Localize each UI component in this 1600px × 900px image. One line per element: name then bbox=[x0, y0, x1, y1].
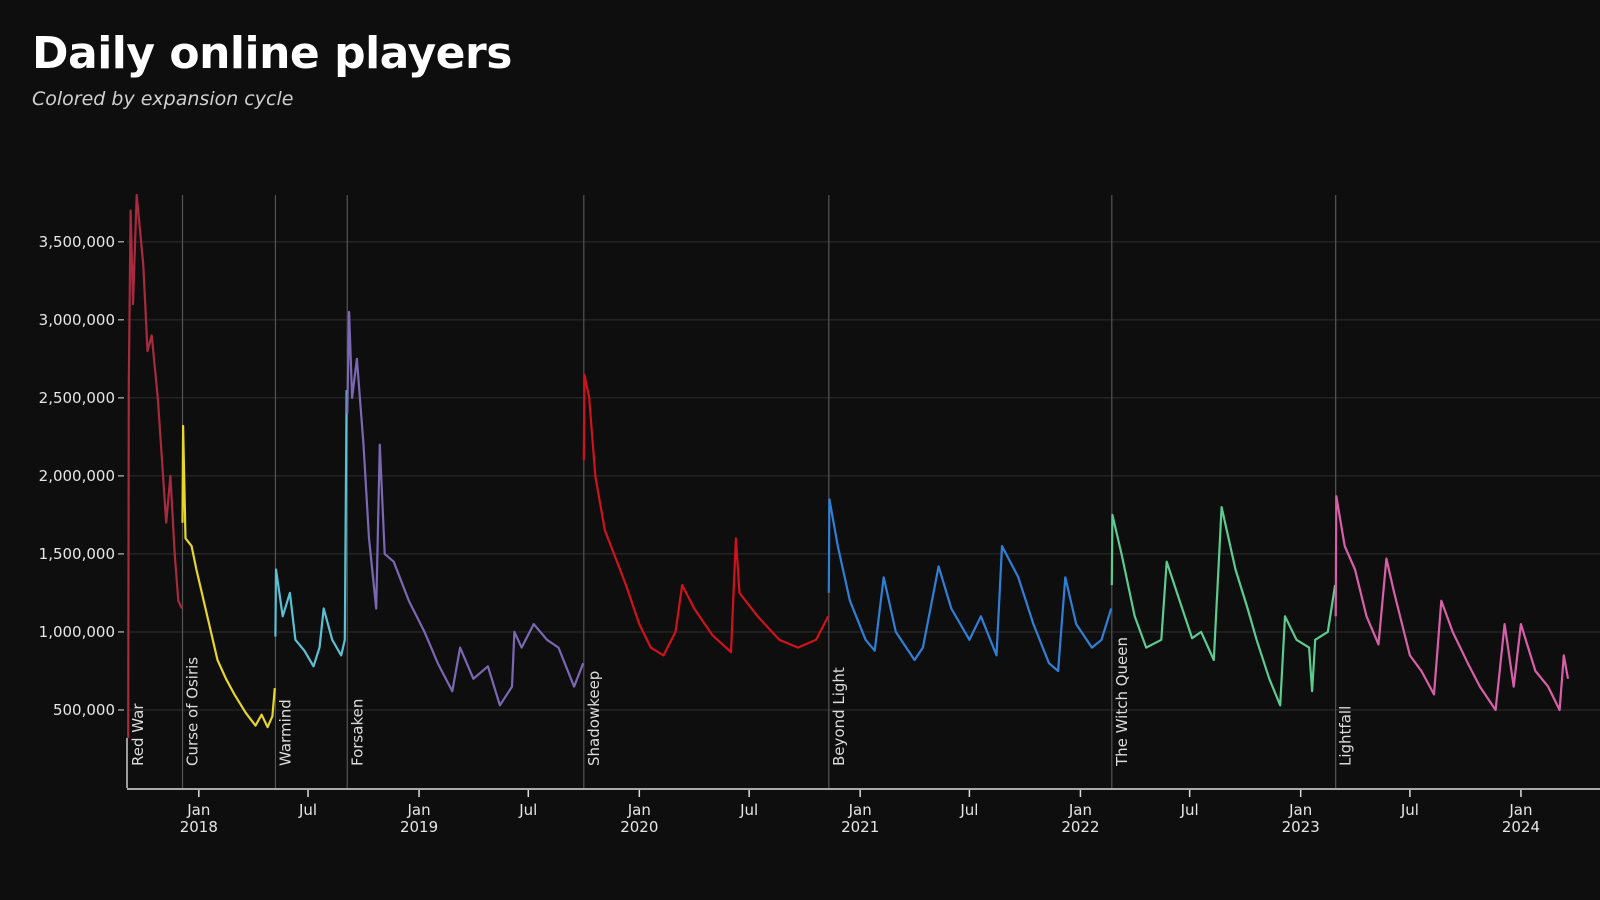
chart-subtitle: Colored by expansion cycle bbox=[32, 88, 294, 110]
expansion-label: The Witch Queen bbox=[1113, 637, 1131, 767]
y-tick-label: 1,000,000 bbox=[39, 623, 115, 641]
series-line-forsaken bbox=[346, 310, 585, 707]
x-tick-year-label: 2020 bbox=[620, 818, 658, 836]
y-tick-label: 2,500,000 bbox=[39, 389, 115, 407]
x-tick-label: Jul bbox=[1400, 801, 1419, 819]
x-tick-label: Jul bbox=[959, 801, 978, 819]
x-tick-label: Jul bbox=[1180, 801, 1199, 819]
y-tick-label: 500,000 bbox=[53, 701, 115, 719]
x-tick-label: Jan bbox=[848, 801, 872, 819]
y-tick-label: 3,500,000 bbox=[39, 233, 115, 251]
x-tick-label: Jan bbox=[1508, 801, 1532, 819]
series-line-lightfall bbox=[1334, 495, 1570, 712]
x-tick-label: Jul bbox=[518, 801, 537, 819]
x-tick-label: Jan bbox=[186, 801, 210, 819]
x-tick-year-label: 2021 bbox=[841, 818, 879, 836]
x-tick-label: Jan bbox=[1288, 801, 1312, 819]
x-tick-label: Jul bbox=[298, 801, 317, 819]
expansion-label: Forsaken bbox=[348, 699, 366, 766]
x-tick-label: Jan bbox=[627, 801, 651, 819]
x-tick-year-label: 2024 bbox=[1502, 818, 1540, 836]
expansion-label: Beyond Light bbox=[830, 667, 848, 766]
x-tick-label: Jul bbox=[739, 801, 758, 819]
expansion-label: Lightfall bbox=[1337, 706, 1355, 766]
series-line-beyond-light bbox=[827, 498, 1113, 673]
x-tick-year-label: 2018 bbox=[180, 818, 218, 836]
chart-title: Daily online players bbox=[32, 28, 512, 79]
y-tick-label: 1,500,000 bbox=[39, 545, 115, 563]
expansion-label: Curse of Osiris bbox=[184, 657, 202, 766]
x-tick-label: Jan bbox=[1068, 801, 1092, 819]
expansion-label: Red War bbox=[129, 703, 147, 766]
series-line-shadowkeep bbox=[582, 373, 830, 657]
x-tick-year-label: 2022 bbox=[1061, 818, 1099, 836]
series-line-curse-of-osiris bbox=[181, 424, 276, 729]
series-line-warmind bbox=[274, 390, 348, 668]
series-line-red-war bbox=[127, 193, 183, 739]
y-tick-label: 3,000,000 bbox=[39, 311, 115, 329]
x-tick-year-label: 2019 bbox=[400, 818, 438, 836]
expansion-label: Shadowkeep bbox=[585, 671, 603, 766]
x-tick-label: Jan bbox=[406, 801, 430, 819]
y-tick-label: 2,000,000 bbox=[39, 467, 115, 485]
x-tick-year-label: 2023 bbox=[1282, 818, 1320, 836]
expansion-label: Warmind bbox=[276, 699, 294, 766]
series-line-the-witch-queen bbox=[1110, 506, 1337, 707]
